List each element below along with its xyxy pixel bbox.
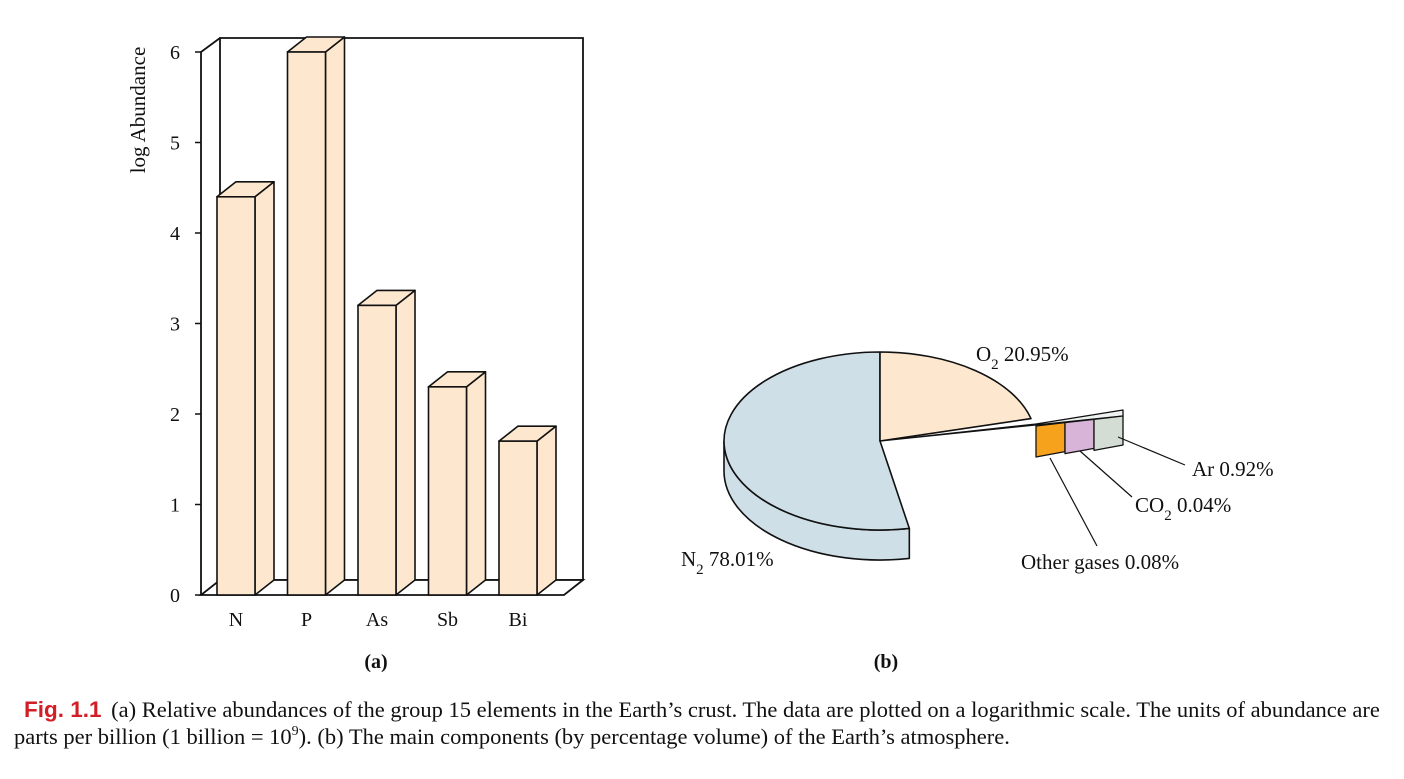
figure-number: Fig. 1.1 [24, 697, 102, 722]
y-tick-label: 3 [170, 314, 180, 336]
pie-slice-n2 [723, 351, 911, 531]
ar-value: 0.92% [1214, 457, 1274, 481]
y-tick-label: 5 [170, 133, 180, 155]
bar-face [216, 196, 256, 596]
y-tick-label: 0 [170, 585, 180, 607]
pie-label-co2: CO2 0.04% [1135, 493, 1231, 524]
pie-slice-small-top [879, 409, 1124, 442]
leader-line-co2 [1079, 450, 1133, 498]
bar-bi [498, 425, 557, 596]
y-tick-label: 1 [170, 495, 180, 517]
other-gases-value: 0.08% [1120, 550, 1180, 574]
pie-label-o2: O2 20.95% [976, 342, 1069, 373]
other-gases-name: Other gases [1021, 550, 1120, 574]
bar-n [216, 181, 275, 596]
co2-subscript: 2 [1164, 508, 1172, 524]
n2-name: N [681, 547, 696, 571]
pie-chart: O2 20.95% Ar 0.92% CO2 0.04% Other gases… [681, 342, 1274, 673]
x-tick-label: As [366, 609, 388, 631]
bar-face [427, 386, 468, 596]
pie-slices [723, 351, 1124, 561]
ar-name: Ar [1192, 457, 1214, 481]
y-tick-label: 2 [170, 404, 180, 426]
bar-face [357, 304, 397, 596]
bar-side [395, 289, 416, 596]
y-tick-label: 4 [170, 223, 180, 245]
pie-slice-co [1064, 418, 1095, 455]
bar-face [286, 51, 327, 596]
y-axis-label: log Abundance [126, 47, 150, 174]
x-axis-tick-labels: N P As Sb Bi [229, 609, 528, 631]
o2-value: 20.95% [999, 342, 1069, 366]
o2-name: O [976, 342, 991, 366]
bar-p [286, 36, 346, 596]
caption-exponent: 9 [291, 724, 299, 739]
bar-chart: 0 1 2 3 4 5 6 N P As Sb Bi log Abundance (a) [126, 36, 586, 673]
panel-label-b: (b) [874, 651, 898, 673]
x-tick-label: Bi [509, 609, 528, 631]
pie-labels: O2 20.95% Ar 0.92% CO2 0.04% Other gases… [681, 342, 1274, 578]
o2-subscript: 2 [991, 357, 999, 373]
pie-slice-other-gases [1035, 422, 1066, 458]
bar-side [536, 425, 557, 596]
bars [216, 36, 557, 596]
bar-face [498, 440, 538, 596]
y-tick-label: 6 [170, 42, 180, 64]
bar-sb [427, 371, 487, 596]
x-tick-label: P [301, 609, 312, 631]
bar-as [357, 289, 416, 596]
co2-name: CO [1135, 493, 1164, 517]
panel-label-a: (a) [364, 651, 387, 673]
bar-side [254, 181, 275, 596]
caption-text-part1: (a) Relative abundances of the group 15 … [14, 697, 1380, 749]
bar-side [324, 36, 346, 596]
bar-side [465, 371, 487, 596]
leader-line-other-gases [1049, 457, 1098, 547]
leader-line-ar [1117, 436, 1186, 466]
n2-value: 78.01% [704, 547, 774, 571]
y-axis-depth-line [200, 37, 221, 53]
pie-label-n2: N2 78.01% [681, 547, 774, 578]
x-tick-label: N [229, 609, 243, 631]
co2-value: 0.04% [1172, 493, 1232, 517]
y-axis-ticks: 0 1 2 3 4 5 6 [170, 42, 201, 607]
pie-slice-o2 [879, 351, 1032, 442]
pie-label-ar: Ar 0.92% [1192, 457, 1274, 481]
n2-subscript: 2 [696, 562, 704, 578]
pie-slice-ar [1093, 415, 1124, 451]
x-tick-label: Sb [437, 609, 458, 631]
pie-label-other-gases: Other gases 0.08% [1021, 550, 1179, 574]
caption-text-part2: ). (b) The main components (by percentag… [298, 724, 1010, 749]
figure-caption: Fig. 1.1 (a) Relative abundances of the … [14, 696, 1394, 750]
